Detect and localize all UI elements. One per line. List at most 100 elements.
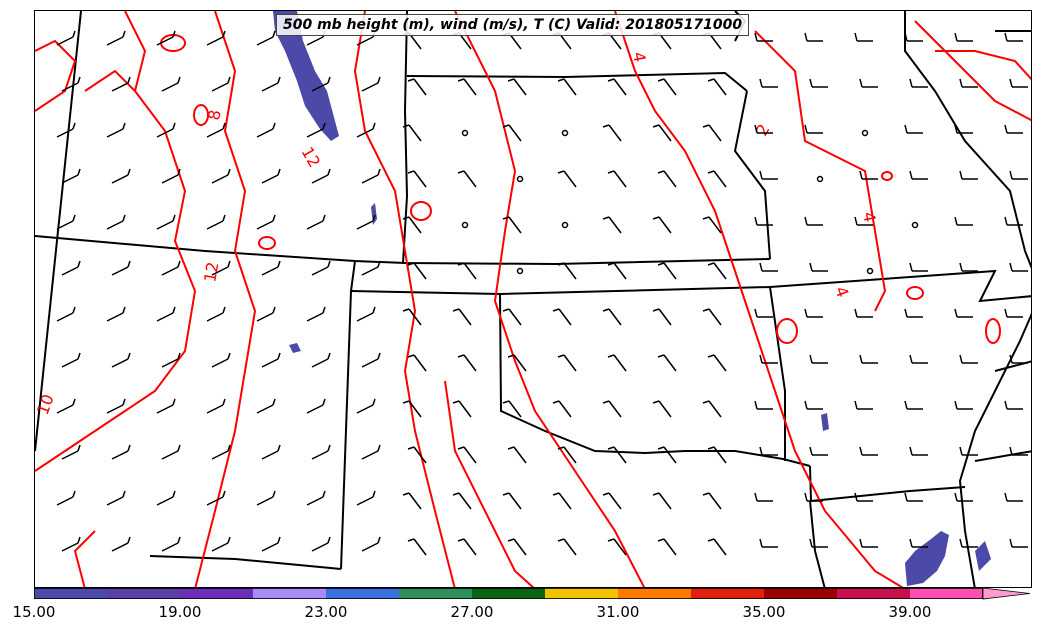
colorbar-tick-label: 31.00	[596, 603, 640, 621]
wind-barb	[1004, 308, 1023, 318]
wind-barb	[356, 306, 376, 322]
wind-barb	[261, 444, 281, 460]
wind-barb	[854, 308, 873, 318]
wind-barb	[804, 400, 823, 410]
wind-barb	[156, 490, 176, 506]
border-line	[340, 260, 356, 570]
wind-barb	[361, 76, 381, 92]
wind-barb	[56, 122, 76, 138]
wind-barb	[156, 122, 176, 138]
colorbar-segment	[472, 588, 545, 599]
calm-wind-circle	[561, 129, 569, 137]
wind-barb	[759, 170, 778, 180]
wind-barb	[859, 446, 878, 456]
wind-barb	[261, 168, 281, 184]
wind-barb	[954, 124, 973, 134]
wind-barb	[402, 216, 422, 234]
wind-barb	[854, 216, 873, 226]
wind-barb	[256, 398, 276, 414]
wind-barb	[954, 492, 973, 502]
wind-barb	[954, 216, 973, 226]
wind-barb	[56, 398, 76, 414]
wind-barb	[206, 30, 226, 46]
wind-barb	[652, 492, 672, 510]
wind-barb	[859, 78, 878, 88]
wind-barb	[457, 538, 477, 556]
wind-barb	[256, 214, 276, 230]
wind-barb	[702, 216, 722, 234]
wind-barb	[759, 538, 778, 548]
wind-barb	[607, 354, 627, 372]
wind-barb	[854, 400, 873, 410]
calm-wind-circle	[866, 267, 874, 275]
colorbar-outline	[34, 588, 983, 599]
wind-barb	[909, 446, 928, 456]
jet-shading-north	[273, 11, 339, 141]
colorbar-segment	[107, 588, 180, 599]
wind-barb	[707, 78, 727, 96]
isotherm-line	[35, 39, 77, 112]
calm-wind-circle	[461, 221, 469, 229]
border-line	[402, 11, 409, 264]
wind-barb	[1009, 446, 1028, 456]
wind-barbs	[56, 30, 1028, 556]
colorbar-extend-arrow	[982, 588, 1031, 600]
shading-nm	[289, 343, 301, 353]
wind-barb	[311, 444, 331, 460]
contour-label: 4	[859, 210, 879, 223]
isotherm-contours	[35, 11, 1031, 587]
wind-barb	[507, 354, 527, 372]
wind-barb	[502, 400, 522, 418]
wind-barb	[702, 400, 722, 418]
wind-barb	[111, 168, 131, 184]
wind-barb	[702, 124, 722, 142]
border-line	[350, 290, 811, 467]
colorbar	[34, 588, 1031, 600]
wind-barb	[804, 32, 823, 42]
wind-barb	[502, 124, 522, 142]
wind-barb	[206, 306, 226, 322]
wind-barb	[552, 400, 572, 418]
wind-barb	[1004, 492, 1023, 502]
wind-barb	[206, 398, 226, 414]
wind-barb	[261, 352, 281, 368]
wind-barb	[211, 536, 231, 552]
wind-barb	[557, 446, 577, 464]
wind-barb	[356, 122, 376, 138]
wind-barb	[557, 354, 577, 372]
wind-barb	[161, 352, 181, 368]
shading-gulf	[905, 531, 949, 586]
wind-barb	[507, 538, 527, 556]
wind-barb	[402, 492, 422, 510]
isotherm-ring	[881, 171, 893, 181]
calm-wind-circle	[861, 129, 869, 137]
wind-barb	[652, 400, 672, 418]
calm-wind-circle	[911, 221, 919, 229]
colorbar-tick-label: 23.00	[304, 603, 348, 621]
calm-wind-circle	[816, 175, 824, 183]
wind-barb	[1009, 170, 1028, 180]
wind-barb	[361, 444, 381, 460]
wind-barb	[657, 262, 677, 280]
wind-barb	[959, 538, 978, 548]
wind-barb	[161, 536, 181, 552]
colorbar-tick-label: 35.00	[742, 603, 786, 621]
wind-barb	[161, 444, 181, 460]
wind-barb	[211, 260, 231, 276]
map-canvas: 8 12 12 10 4 2 4 4	[35, 11, 1031, 587]
wind-barb	[161, 76, 181, 92]
calm-wind-circle	[516, 175, 524, 183]
wind-barb	[652, 308, 672, 326]
wind-barb	[602, 492, 622, 510]
isotherm-line	[84, 69, 136, 92]
wind-barb	[402, 400, 422, 418]
wind-barb	[754, 400, 773, 410]
colorbar-segment	[253, 588, 326, 599]
colorbar-segment	[180, 588, 253, 599]
wind-barb	[457, 170, 477, 188]
border-line	[406, 71, 748, 92]
colorbar-tick-label: 19.00	[158, 603, 202, 621]
wind-barb	[356, 398, 376, 414]
wind-barb	[111, 536, 131, 552]
wind-barb	[759, 78, 778, 88]
